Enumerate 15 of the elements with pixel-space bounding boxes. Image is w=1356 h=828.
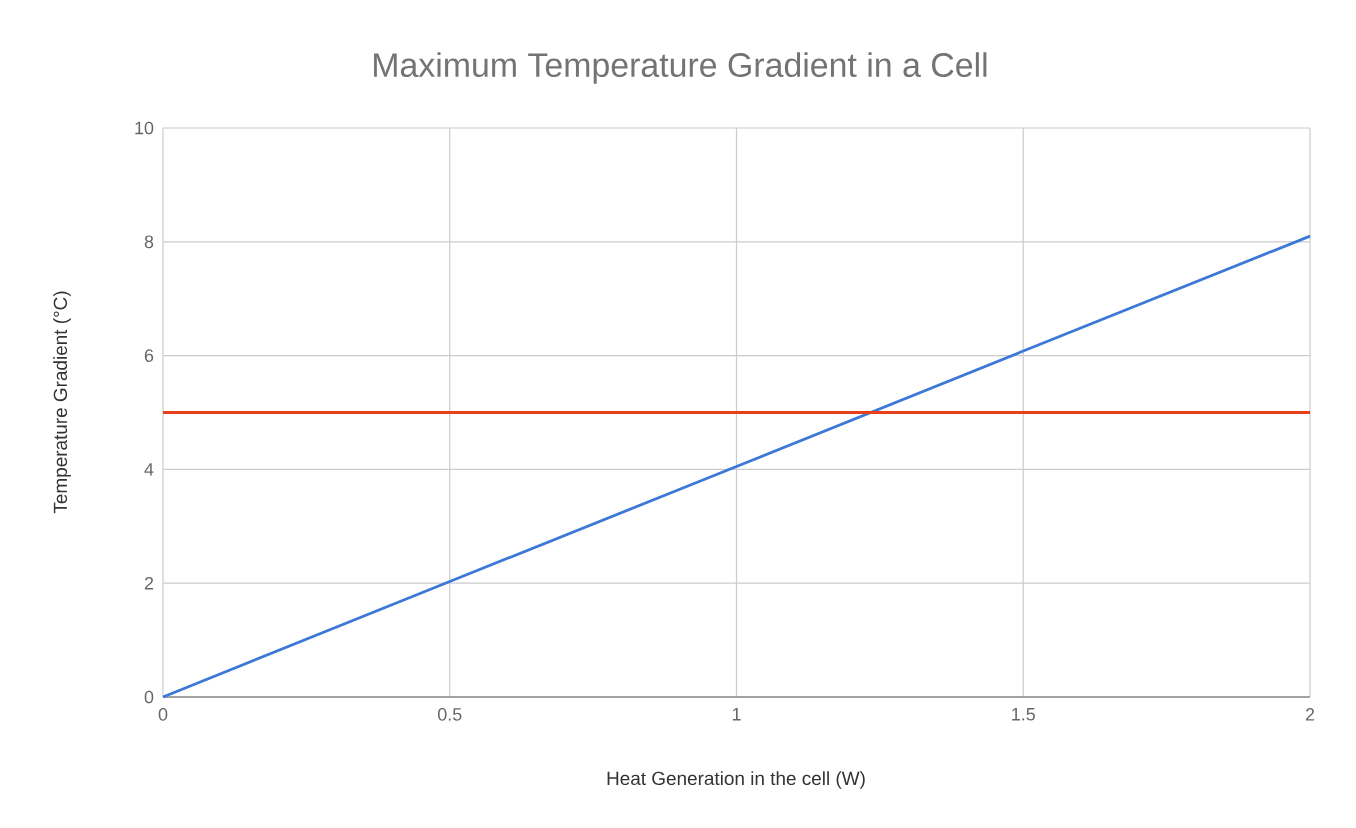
chart-title: Maximum Temperature Gradient in a Cell: [374, 52, 987, 84]
x-tick-label: 0: [158, 708, 168, 721]
y-tick-label: 10: [135, 121, 154, 135]
x-tick-label: 1.5: [1012, 708, 1035, 721]
y-tick-label: 2: [144, 576, 154, 590]
y-tick-label: 4: [144, 463, 154, 476]
x-tick-label: 1: [732, 708, 741, 721]
y-tick-label: 0: [144, 690, 154, 704]
y-tick-label: 6: [144, 349, 154, 362]
x-tick-label: 2: [1305, 708, 1315, 721]
y-axis-title: Temperature Gradient (°C): [53, 291, 71, 514]
x-tick-label: 0.5: [437, 708, 462, 721]
x-axis-title: Heat Generation in the cell (W): [607, 771, 865, 789]
line-series: [161, 234, 1312, 699]
y-tick-label: 8: [144, 235, 154, 249]
